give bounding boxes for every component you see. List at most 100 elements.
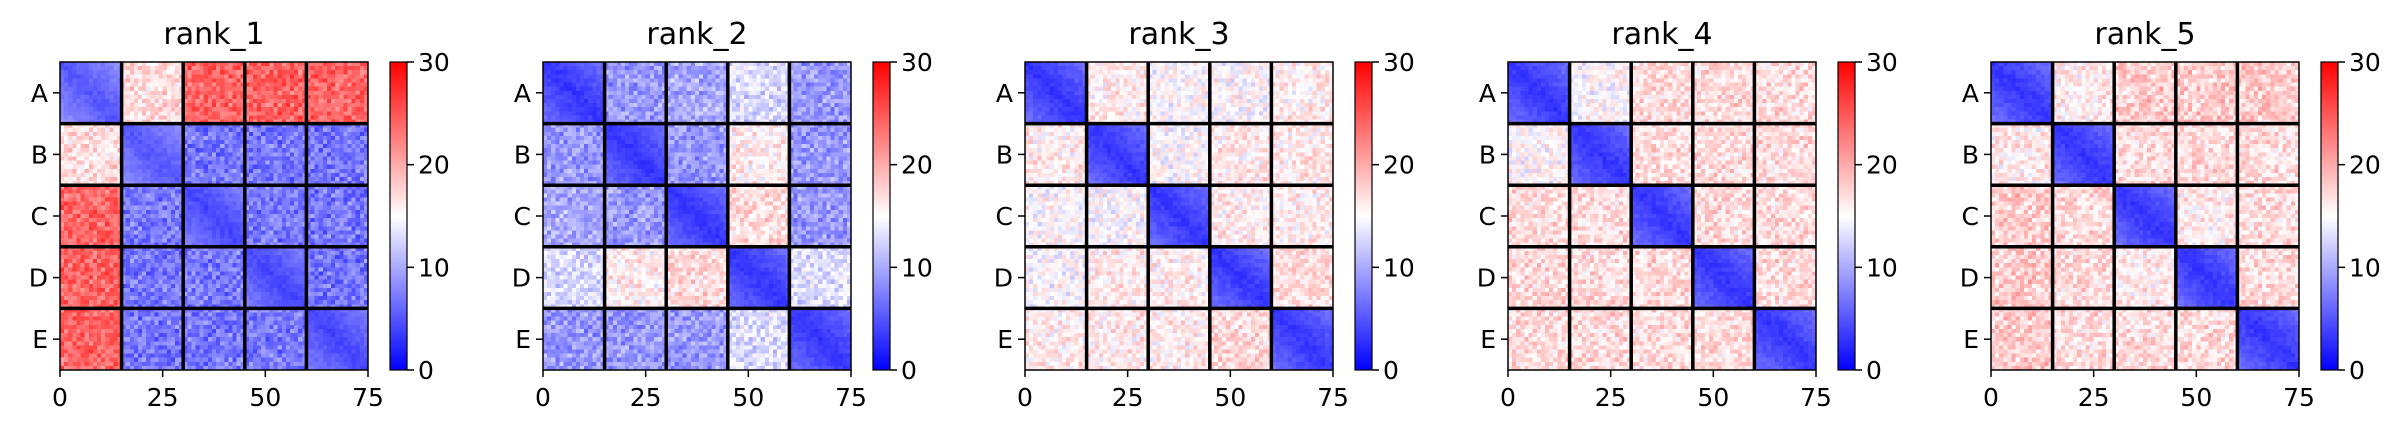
heatmap-cell — [290, 189, 295, 194]
heatmap-cell — [356, 165, 361, 170]
heatmap-cell — [76, 74, 81, 79]
heatmap-cell — [68, 296, 73, 301]
heatmap-cell — [167, 198, 172, 203]
heatmap-cell — [352, 271, 357, 276]
heatmap-cell — [175, 276, 180, 281]
heatmap-cell — [142, 300, 147, 305]
heatmap-cell — [187, 288, 192, 293]
heatmap-cell — [282, 91, 287, 96]
heatmap-cell — [138, 173, 143, 178]
heatmap-cell — [347, 83, 352, 88]
heatmap-cell — [130, 251, 135, 256]
heatmap-cell — [93, 198, 98, 203]
heatmap-cell — [146, 276, 151, 281]
heatmap-cell — [343, 234, 348, 239]
heatmap-cell — [319, 313, 324, 318]
heatmap-cell — [220, 313, 225, 318]
heatmap-cell — [130, 74, 135, 79]
heatmap-cell — [253, 218, 258, 223]
heatmap-cell — [68, 91, 73, 96]
heatmap-cell — [146, 177, 151, 182]
heatmap-cell — [76, 189, 81, 194]
heatmap-cell — [204, 321, 209, 326]
heatmap-cell — [282, 87, 287, 92]
heatmap-cell — [212, 206, 217, 211]
heatmap-cell — [171, 66, 176, 71]
heatmap-cell — [286, 70, 291, 75]
heatmap-cell — [171, 169, 176, 174]
heatmap-cell — [113, 78, 118, 83]
heatmap-cell — [286, 214, 291, 219]
heatmap-cell — [150, 271, 155, 276]
heatmap-cell — [130, 95, 135, 100]
heatmap-cell — [360, 230, 365, 235]
heatmap-cell — [196, 140, 201, 145]
heatmap-cell — [339, 313, 344, 318]
heatmap-cell — [360, 115, 365, 120]
heatmap-cell — [130, 156, 135, 161]
heatmap-cell — [167, 234, 172, 239]
heatmap-cell — [327, 321, 332, 326]
heatmap-cell — [204, 136, 209, 141]
heatmap-cell — [171, 214, 176, 219]
heatmap-cell — [257, 91, 262, 96]
heatmap-cell — [109, 300, 114, 305]
heatmap-cell — [105, 284, 110, 289]
heatmap-cell — [220, 271, 225, 276]
heatmap-cell — [204, 189, 209, 194]
heatmap-cell — [343, 251, 348, 256]
heatmap-cell — [232, 296, 237, 301]
heatmap-cell — [327, 292, 332, 297]
heatmap-cell — [93, 95, 98, 100]
heatmap-cell — [163, 288, 168, 293]
heatmap-cell — [352, 152, 357, 157]
heatmap-cell — [191, 259, 196, 264]
heatmap-cell — [81, 169, 86, 174]
heatmap-cell — [175, 296, 180, 301]
heatmap-cell — [352, 292, 357, 297]
heatmap-cell — [130, 325, 135, 330]
heatmap-cell — [265, 132, 270, 137]
heatmap-cell — [294, 173, 299, 178]
heatmap-cell — [237, 230, 242, 235]
heatmap-cell — [187, 251, 192, 256]
heatmap-cell — [339, 165, 344, 170]
heatmap-cell — [97, 169, 102, 174]
heatmap-cell — [339, 280, 344, 285]
heatmap-cell — [200, 333, 205, 338]
heatmap-cell — [352, 103, 357, 108]
heatmap-cell — [208, 70, 213, 75]
heatmap-cell — [159, 296, 164, 301]
heatmap-cell — [335, 83, 340, 88]
heatmap-cell — [204, 83, 209, 88]
heatmap-cell — [339, 300, 344, 305]
heatmap-cell — [81, 333, 86, 338]
heatmap-cell — [265, 263, 270, 268]
heatmap-cell — [237, 128, 242, 133]
heatmap-cell — [93, 177, 98, 182]
heatmap-cell — [171, 259, 176, 264]
heatmap-cell — [331, 78, 336, 83]
heatmap-cell — [85, 115, 90, 120]
heatmap-cell — [232, 87, 237, 92]
heatmap-cell — [171, 111, 176, 116]
heatmap-cell — [290, 193, 295, 198]
heatmap-cell — [126, 210, 131, 215]
heatmap-cell — [224, 280, 229, 285]
heatmap-cell — [113, 280, 118, 285]
heatmap-cell — [220, 173, 225, 178]
heatmap-cell — [171, 333, 176, 338]
heatmap-cell — [212, 144, 217, 149]
heatmap-cell — [228, 95, 233, 100]
heatmap-cell — [327, 300, 332, 305]
heatmap-cell — [269, 111, 274, 116]
heatmap-cell — [105, 103, 110, 108]
heatmap-cell — [93, 193, 98, 198]
heatmap-cell — [261, 165, 266, 170]
heatmap-cell — [167, 99, 172, 104]
heatmap-cell — [109, 226, 114, 231]
heatmap-cell — [76, 115, 81, 120]
heatmap-cell — [81, 329, 86, 334]
heatmap-cell — [81, 202, 86, 207]
heatmap-cell — [298, 292, 303, 297]
